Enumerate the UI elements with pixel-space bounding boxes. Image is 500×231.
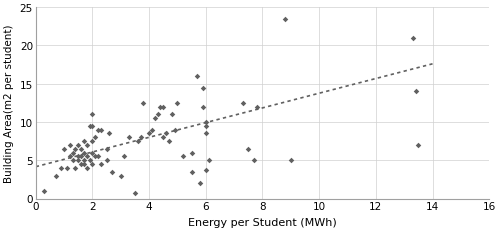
Point [165, 140, 173, 143]
Point [188, 151, 196, 155]
Point [202, 121, 210, 124]
Point [106, 132, 114, 136]
Point [199, 86, 207, 90]
Point [151, 117, 159, 121]
Point [174, 102, 182, 105]
Point [131, 191, 139, 195]
Point [88, 162, 96, 166]
Point [80, 162, 88, 166]
Point [92, 155, 100, 158]
Point [94, 155, 102, 158]
Point [68, 151, 76, 155]
Point [97, 162, 105, 166]
Point [86, 159, 94, 162]
Point [58, 166, 66, 170]
Point [66, 155, 74, 158]
Point [202, 169, 210, 172]
Point [92, 136, 100, 140]
Point [117, 174, 125, 178]
Point [287, 159, 295, 162]
Point [202, 132, 210, 136]
Point [196, 182, 204, 185]
Point [88, 151, 96, 155]
Point [83, 166, 91, 170]
Point [88, 140, 96, 143]
Point [74, 143, 82, 147]
Point [74, 159, 82, 162]
Point [126, 136, 134, 140]
Point [97, 128, 105, 132]
Point [250, 159, 258, 162]
Point [204, 159, 212, 162]
Point [72, 166, 80, 170]
Point [202, 125, 210, 128]
Point [66, 143, 74, 147]
Point [162, 132, 170, 136]
Point [414, 143, 422, 147]
Point [179, 155, 187, 158]
Point [412, 90, 420, 94]
Point [60, 147, 68, 151]
Point [80, 151, 88, 155]
Point [108, 170, 116, 174]
Point [88, 113, 96, 117]
Point [52, 174, 60, 178]
Point [148, 128, 156, 132]
Point [86, 125, 94, 128]
Point [188, 170, 196, 174]
Point [94, 128, 102, 132]
Point [199, 105, 207, 109]
Point [40, 189, 48, 193]
Point [145, 132, 153, 136]
Point [102, 159, 110, 162]
Point [77, 155, 85, 158]
Point [281, 18, 289, 21]
Point [120, 155, 128, 158]
Point [83, 155, 91, 158]
X-axis label: Energy per Student (MWh): Energy per Student (MWh) [188, 217, 337, 227]
Point [74, 155, 82, 158]
Point [102, 147, 110, 151]
Point [77, 147, 85, 151]
Point [72, 147, 80, 151]
Point [168, 113, 176, 117]
Point [244, 147, 252, 151]
Point [156, 105, 164, 109]
Point [83, 143, 91, 147]
Point [160, 105, 168, 109]
Point [253, 105, 261, 109]
Point [80, 140, 88, 143]
Point [63, 166, 71, 170]
Point [154, 113, 162, 117]
Point [134, 140, 142, 143]
Point [238, 102, 246, 105]
Point [77, 162, 85, 166]
Point [160, 136, 168, 140]
Point [80, 159, 88, 162]
Y-axis label: Building Area(m2 per student): Building Area(m2 per student) [4, 24, 14, 182]
Point [136, 136, 144, 140]
Point [88, 125, 96, 128]
Point [140, 102, 147, 105]
Point [170, 128, 178, 132]
Point [408, 37, 416, 40]
Point [68, 159, 76, 162]
Point [194, 75, 202, 79]
